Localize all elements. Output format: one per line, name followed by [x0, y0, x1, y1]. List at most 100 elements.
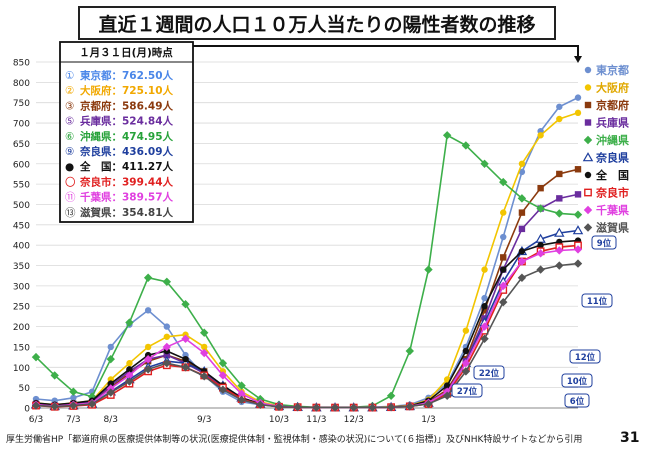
y-tick-label: 450: [13, 221, 30, 231]
rank-callout-label: 11位: [587, 296, 608, 307]
legend-entry: 京都府: [596, 98, 629, 112]
data-point: [583, 205, 593, 215]
data-point: [536, 249, 545, 258]
data-point: [500, 254, 507, 261]
rank-callout-box: [564, 393, 590, 408]
info-box-mark: ③: [65, 100, 74, 112]
data-point: [386, 391, 396, 400]
x-tick-label: 9/3: [197, 415, 211, 425]
data-point: [181, 300, 190, 309]
data-point: [69, 387, 78, 396]
data-point: [405, 346, 414, 356]
legend-entry: 大阪府: [596, 81, 629, 95]
y-tick-label: 250: [13, 303, 30, 313]
data-point: [200, 328, 209, 337]
data-point: [106, 354, 115, 364]
data-point: [125, 377, 134, 386]
rank-callout-label: 22位: [479, 368, 500, 379]
data-point: [107, 343, 114, 351]
data-point: [518, 209, 526, 216]
data-point: [442, 131, 452, 140]
data-point: [330, 403, 340, 412]
info-box-header: １月３１日(月)時点: [79, 46, 173, 59]
data-point: [50, 371, 59, 380]
data-point: [126, 360, 133, 367]
data-point: [583, 223, 593, 232]
rank-callout-label: 6位: [570, 396, 585, 407]
data-point: [106, 388, 115, 397]
data-point: [162, 342, 172, 352]
data-point: [537, 184, 544, 192]
data-point: [554, 227, 565, 237]
rank-callout-label: 12位: [575, 352, 596, 363]
x-tick-label: 1/3: [421, 415, 435, 425]
data-point: [555, 261, 564, 270]
data-point: [584, 119, 592, 126]
rank-callout-box: [569, 349, 601, 364]
data-point: [499, 281, 508, 291]
data-point: [237, 389, 246, 398]
info-box-mark: ⑥: [65, 131, 74, 143]
data-point: [218, 371, 228, 380]
data-point: [537, 241, 544, 249]
data-point: [481, 294, 488, 302]
data-point: [518, 248, 526, 255]
y-tick-label: 850: [13, 59, 30, 69]
data-point: [126, 366, 133, 373]
data-point: [69, 401, 78, 410]
data-point: [556, 115, 563, 123]
data-point: [163, 351, 171, 359]
y-tick-label: 600: [13, 160, 30, 170]
data-point: [480, 159, 489, 168]
data-point: [443, 382, 451, 389]
info-box-row: 京都府：586.49人: [80, 99, 174, 112]
data-point: [461, 359, 471, 368]
data-point: [537, 132, 544, 139]
data-point: [556, 195, 563, 202]
series-千葉県: [31, 245, 583, 412]
callout-connector: [193, 45, 579, 58]
data-point: [368, 403, 377, 412]
data-point: [584, 188, 592, 197]
legend-entry: 東京都: [596, 63, 629, 77]
rank-callout-box: [581, 293, 613, 308]
data-point: [584, 84, 592, 91]
info-box-mark: ●: [65, 161, 74, 173]
data-point: [200, 372, 209, 381]
data-point: [517, 257, 527, 266]
data-point: [584, 66, 592, 74]
data-point: [125, 318, 134, 327]
series-line: [35, 262, 579, 409]
info-box-mark: ⑬: [65, 207, 76, 219]
info-box-row: 沖縄県：474.95人: [80, 130, 174, 143]
rank-callout-box: [591, 235, 617, 250]
legend-entry: 奈良県: [595, 151, 629, 165]
data-point: [144, 343, 152, 351]
data-point: [574, 191, 582, 198]
data-point: [293, 402, 302, 412]
data-point: [584, 171, 592, 179]
data-point: [218, 385, 228, 394]
data-point: [87, 399, 97, 409]
data-point: [481, 266, 488, 273]
data-point: [518, 160, 526, 167]
data-point: [555, 246, 564, 255]
info-box-row: 大阪府：725.10人: [80, 84, 174, 97]
rank-callout-label: 9位: [597, 238, 612, 249]
data-point: [143, 354, 153, 364]
data-point: [461, 367, 471, 376]
data-point: [574, 166, 582, 173]
x-tick-label: 12/3: [344, 415, 364, 425]
data-point: [107, 380, 114, 387]
data-point: [480, 322, 489, 331]
info-box-row: 滋賀県：354.81人: [80, 206, 174, 219]
data-point: [144, 307, 152, 314]
data-point: [237, 381, 246, 390]
y-tick-label: 100: [13, 364, 30, 374]
data-point: [274, 402, 284, 411]
callout-arrow: [574, 56, 582, 63]
data-point: [237, 395, 246, 405]
data-point: [200, 348, 209, 358]
legend-entry: 沖縄県: [596, 133, 629, 147]
